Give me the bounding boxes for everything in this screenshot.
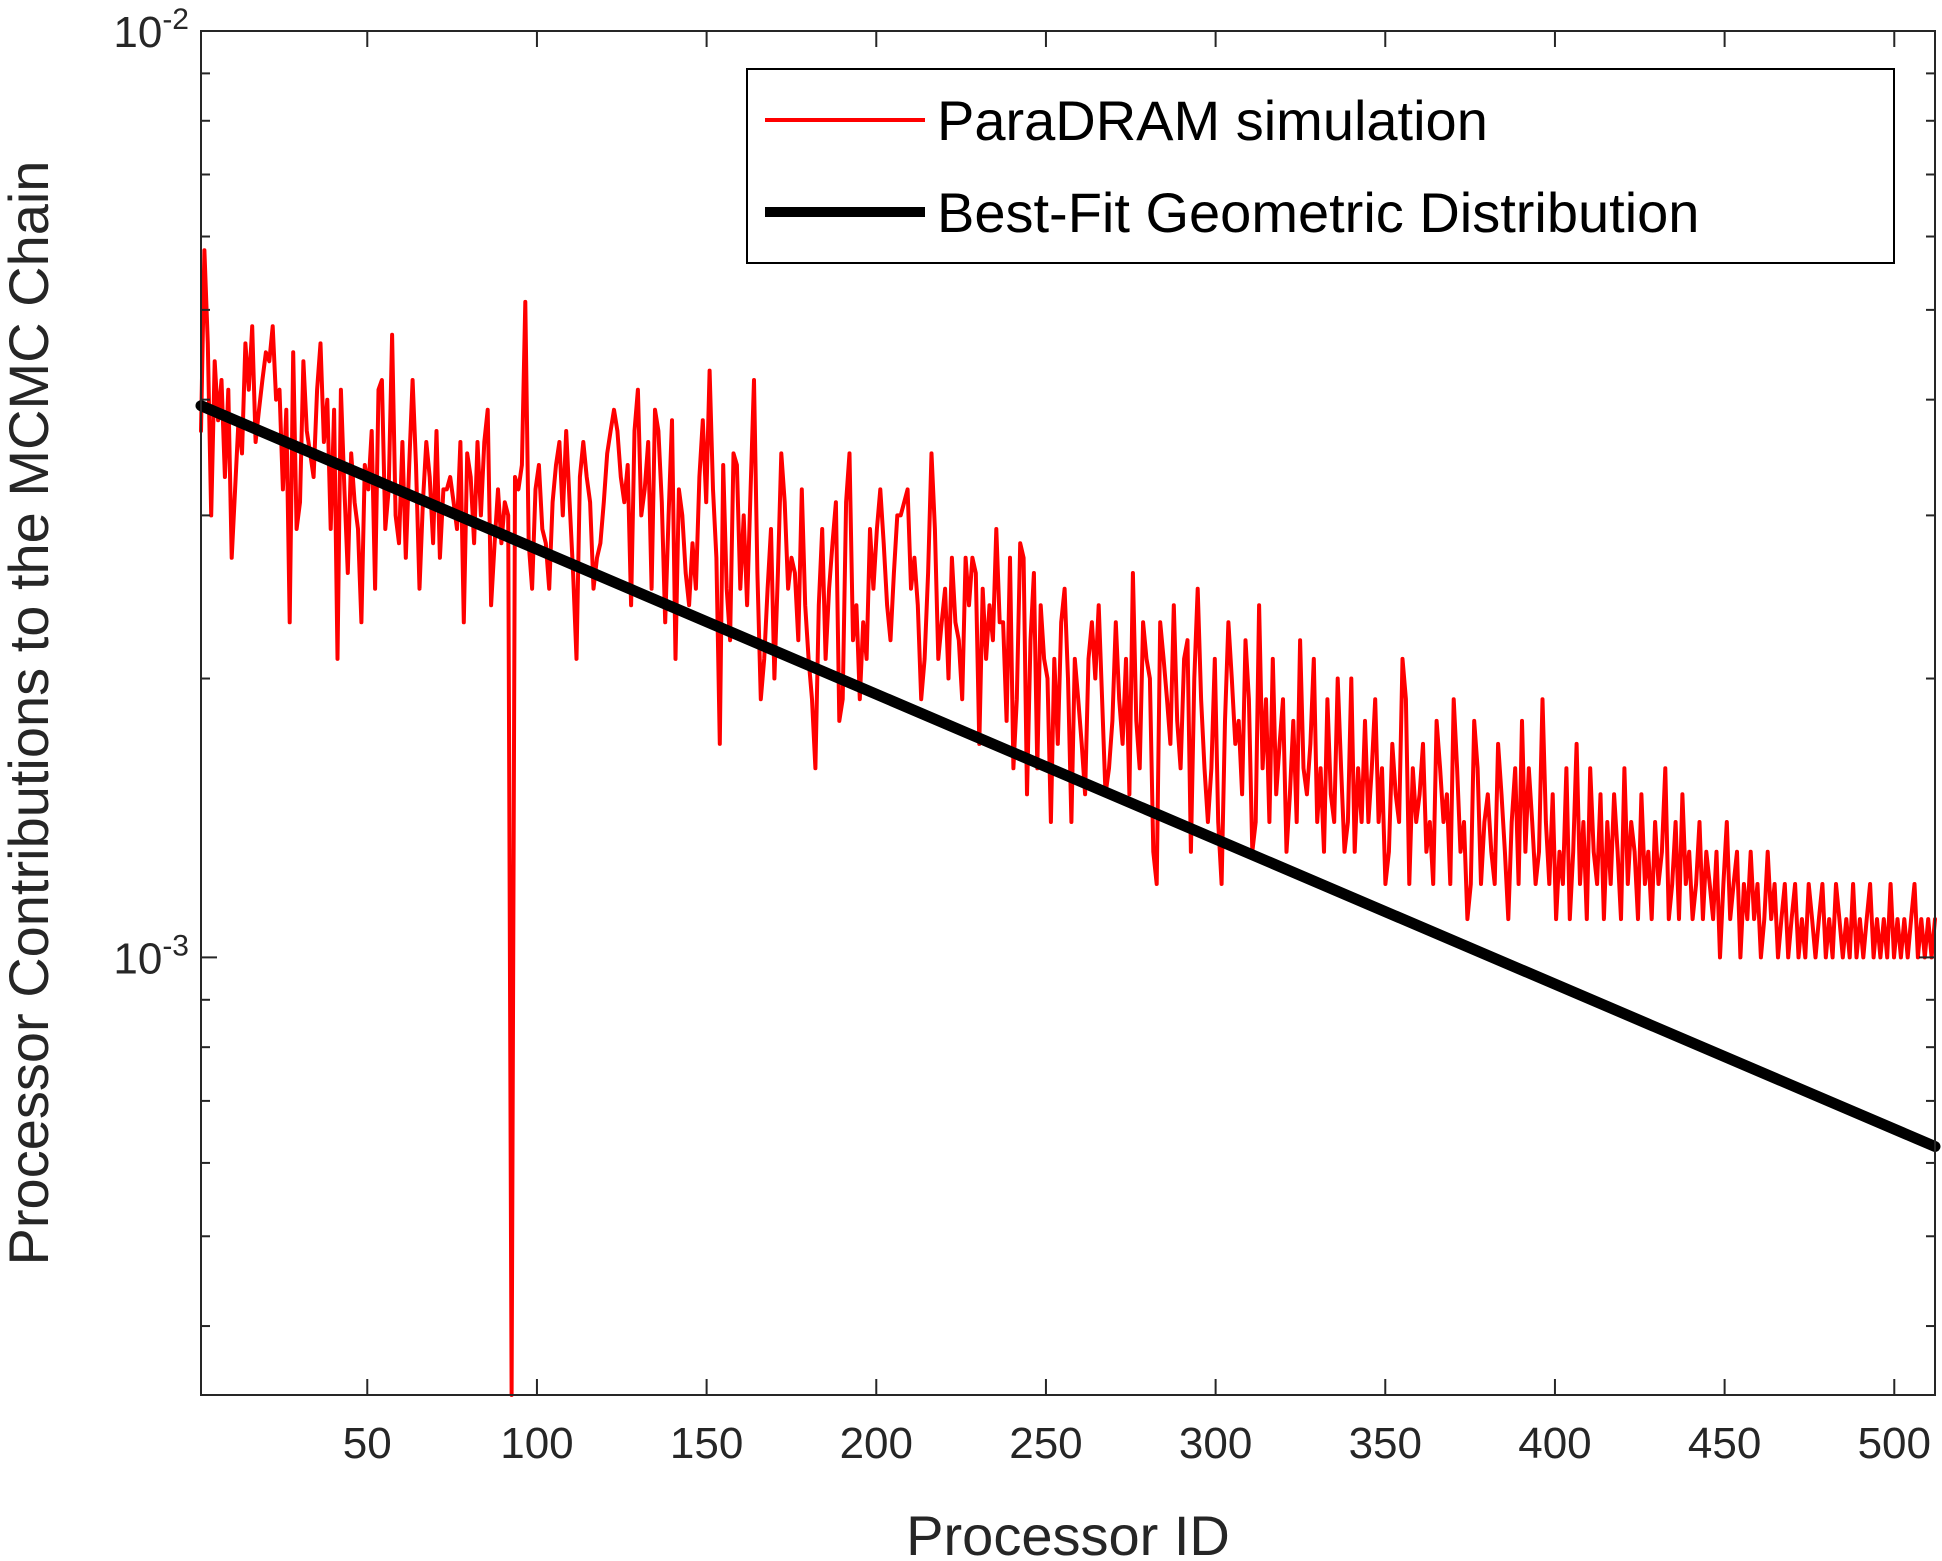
x-axis-title: Processor ID [906, 1504, 1230, 1561]
fit-line [195, 400, 1941, 1152]
legend-label-simulation: ParaDRAM simulation [937, 89, 1488, 152]
x-tick-label: 450 [1688, 1419, 1761, 1468]
simulation-line [199, 248, 1937, 1397]
x-tick-label: 300 [1179, 1419, 1252, 1468]
x-tick-label: 350 [1349, 1419, 1422, 1468]
ticks-layer: 50 100 150 200 250 300 350 400 450 500 10-2 10-3 [113, 3, 1935, 1468]
legend-label-fit: Best-Fit Geometric Distribution [937, 181, 1699, 244]
legend-box [746, 68, 1895, 264]
axes-layer [200, 30, 1936, 1396]
y-axis-title: Processor Contributions to the MCMC Chai… [0, 161, 60, 1266]
x-tick-label: 50 [343, 1419, 392, 1468]
x-tick-label: 150 [670, 1419, 743, 1468]
x-tick-label: 250 [1009, 1419, 1082, 1468]
legend: ParaDRAM simulation Best-Fit Geometric D… [746, 68, 1895, 264]
x-tick-label: 100 [500, 1419, 573, 1468]
y-tick-label: 10-2 [113, 3, 189, 57]
x-tick-label: 400 [1518, 1419, 1591, 1468]
series-layer [195, 248, 1941, 1397]
y-tick-label: 10-3 [113, 929, 189, 983]
plot-frame [200, 30, 1936, 1396]
x-tick-label: 500 [1858, 1419, 1931, 1468]
x-tick-label: 200 [840, 1419, 913, 1468]
